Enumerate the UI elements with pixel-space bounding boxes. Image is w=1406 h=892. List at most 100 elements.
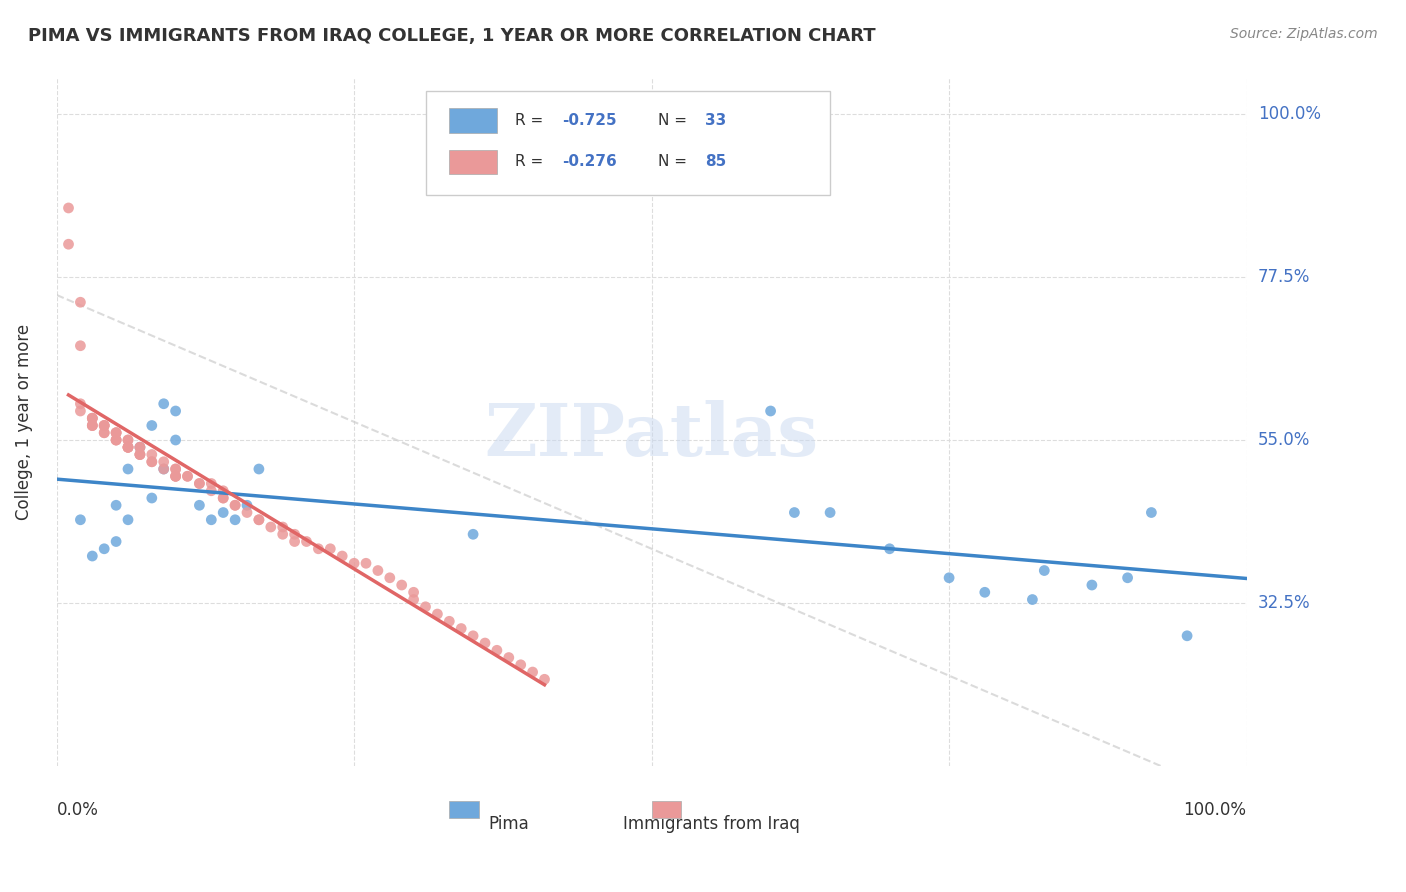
Text: N =: N = xyxy=(658,112,692,128)
Point xyxy=(141,455,163,469)
Point xyxy=(295,534,318,549)
Point xyxy=(117,440,139,454)
Text: Immigrants from Iraq: Immigrants from Iraq xyxy=(623,814,800,832)
Text: -0.725: -0.725 xyxy=(562,112,617,128)
Point xyxy=(1140,506,1163,520)
Point xyxy=(152,397,174,411)
Point xyxy=(129,440,152,454)
Point xyxy=(509,657,531,672)
Point xyxy=(117,440,139,454)
Point xyxy=(533,673,555,687)
Point xyxy=(105,425,128,440)
Text: 0.0%: 0.0% xyxy=(56,800,98,819)
Point xyxy=(117,513,139,527)
Point xyxy=(117,462,139,476)
Point xyxy=(105,433,128,447)
Point xyxy=(93,425,115,440)
Point xyxy=(82,411,104,425)
Point xyxy=(450,622,472,636)
Point xyxy=(1033,564,1056,578)
Point xyxy=(212,483,235,498)
Text: 85: 85 xyxy=(706,154,727,169)
Point xyxy=(82,418,104,433)
FancyBboxPatch shape xyxy=(450,801,479,818)
Point xyxy=(330,549,353,563)
Point xyxy=(439,615,461,629)
Point xyxy=(105,534,128,549)
Point xyxy=(165,433,187,447)
Text: 32.5%: 32.5% xyxy=(1258,594,1310,612)
Point xyxy=(105,433,128,447)
Point xyxy=(224,513,246,527)
Point xyxy=(307,541,329,556)
Point xyxy=(224,498,246,512)
Point xyxy=(1116,571,1139,585)
Text: 33: 33 xyxy=(706,112,727,128)
Point xyxy=(129,448,152,462)
FancyBboxPatch shape xyxy=(426,91,830,194)
FancyBboxPatch shape xyxy=(450,109,496,133)
Point xyxy=(378,571,401,585)
Point xyxy=(200,483,222,498)
Point xyxy=(69,295,91,310)
Point xyxy=(105,425,128,440)
Point xyxy=(783,506,806,520)
Point xyxy=(82,411,104,425)
Text: 100.0%: 100.0% xyxy=(1184,800,1247,819)
Point xyxy=(200,513,222,527)
Point xyxy=(938,571,960,585)
Point xyxy=(236,498,259,512)
Point xyxy=(212,506,235,520)
Point xyxy=(461,527,484,541)
Point xyxy=(82,418,104,433)
Point xyxy=(129,448,152,462)
Text: 77.5%: 77.5% xyxy=(1258,268,1310,285)
Point xyxy=(402,592,425,607)
Point xyxy=(247,462,270,476)
Point xyxy=(247,513,270,527)
Point xyxy=(69,339,91,353)
Point xyxy=(973,585,995,599)
Point xyxy=(212,491,235,505)
Point xyxy=(117,440,139,454)
Point xyxy=(343,556,366,570)
Point xyxy=(165,404,187,418)
Point xyxy=(152,462,174,476)
Point xyxy=(247,513,270,527)
Point xyxy=(141,448,163,462)
Point xyxy=(415,599,437,614)
Point xyxy=(879,541,901,556)
Point xyxy=(165,462,187,476)
Point xyxy=(105,433,128,447)
Point xyxy=(224,498,246,512)
Y-axis label: College, 1 year or more: College, 1 year or more xyxy=(15,324,32,520)
Point xyxy=(117,433,139,447)
Text: -0.276: -0.276 xyxy=(562,154,617,169)
Point xyxy=(236,506,259,520)
Point xyxy=(58,237,80,252)
Point xyxy=(759,404,782,418)
Text: 100.0%: 100.0% xyxy=(1258,104,1320,123)
Point xyxy=(498,650,520,665)
Point xyxy=(129,440,152,454)
Point xyxy=(271,527,294,541)
Point xyxy=(82,418,104,433)
Point xyxy=(188,498,211,512)
Point xyxy=(165,469,187,483)
Point xyxy=(93,418,115,433)
Point xyxy=(82,549,104,563)
Point xyxy=(105,425,128,440)
Point xyxy=(82,411,104,425)
Point xyxy=(69,513,91,527)
Point xyxy=(141,455,163,469)
FancyBboxPatch shape xyxy=(651,801,682,818)
Point xyxy=(391,578,413,592)
Point xyxy=(188,476,211,491)
Point xyxy=(105,498,128,512)
Point xyxy=(93,425,115,440)
Point xyxy=(1081,578,1104,592)
Point xyxy=(141,491,163,505)
Text: Source: ZipAtlas.com: Source: ZipAtlas.com xyxy=(1230,27,1378,41)
Point xyxy=(1175,629,1198,643)
Point xyxy=(461,629,484,643)
